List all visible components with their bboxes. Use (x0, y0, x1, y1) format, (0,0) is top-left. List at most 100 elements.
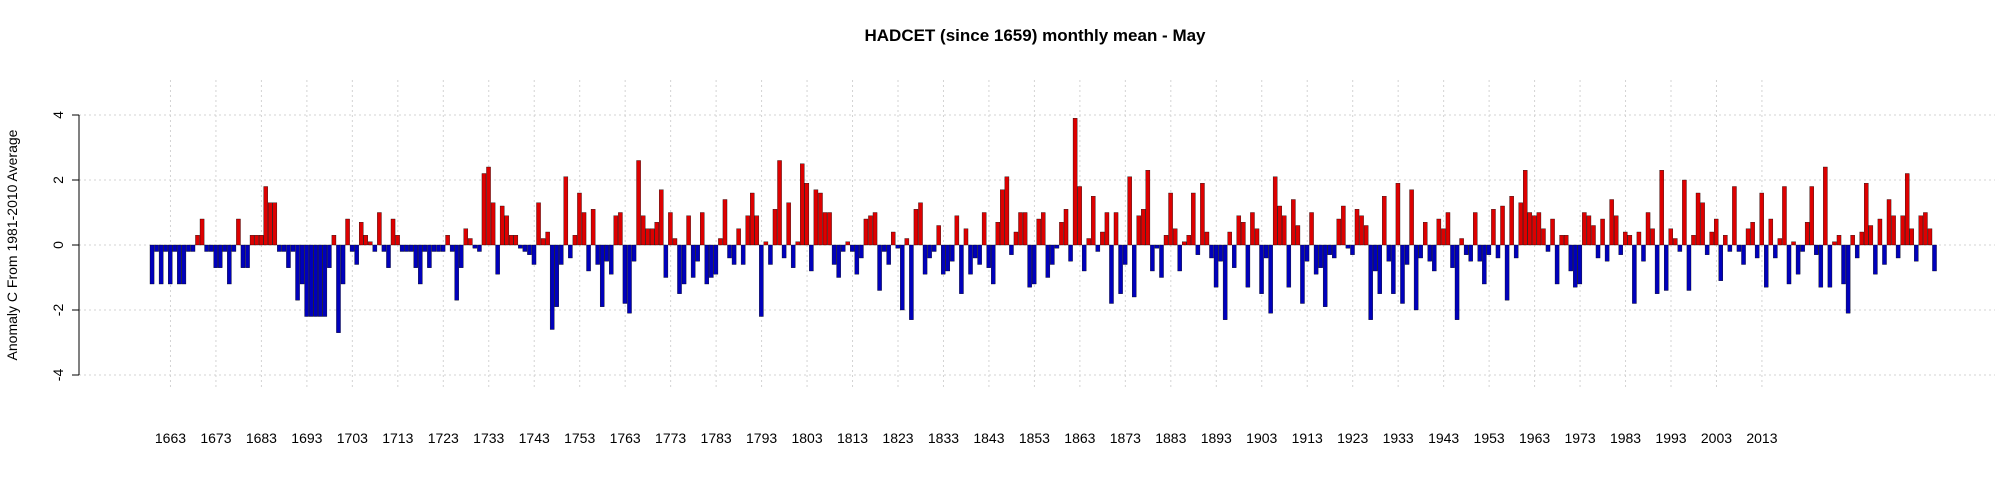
x-tick-label: 1993 (1655, 430, 1686, 446)
bar-1988 (1645, 212, 1651, 246)
bar-2009 (1741, 244, 1746, 265)
bar-1712 (390, 218, 396, 246)
x-tick-label: 1883 (1155, 430, 1186, 446)
bar-1714 (399, 244, 405, 252)
x-tick-label: 2013 (1746, 430, 1777, 446)
bar-1772 (663, 244, 669, 278)
bar-2019 (1786, 244, 1792, 285)
bar-1926 (1363, 225, 1369, 246)
x-tick-label: 1743 (519, 430, 550, 446)
bar-1883 (1168, 192, 1173, 246)
bar-1809 (831, 244, 837, 265)
bar-1732 (481, 173, 487, 246)
bar-1855 (1041, 212, 1046, 246)
bar-1903 (1259, 244, 1264, 294)
bar-1671 (204, 244, 209, 252)
bar-2027 (1823, 166, 1828, 246)
bar-1814 (854, 244, 860, 275)
bar-1871 (1113, 212, 1119, 246)
bar-1961 (1523, 170, 1528, 246)
bar-1666 (181, 244, 187, 285)
bar-1660 (154, 244, 159, 252)
bar-1803 (804, 183, 810, 246)
x-tick-label: 1973 (1564, 430, 1595, 446)
bar-2034 (1854, 244, 1860, 259)
bar-1942 (1436, 218, 1442, 246)
bar-1843 (986, 244, 991, 268)
x-tick-label: 1813 (837, 430, 868, 446)
bar-1994 (1673, 238, 1678, 246)
bar-1812 (845, 241, 850, 246)
bar-1924 (1354, 209, 1360, 246)
bar-1801 (795, 241, 800, 246)
bar-1709 (377, 212, 382, 246)
bar-1978 (1600, 218, 1605, 246)
bar-1960 (1518, 202, 1523, 246)
bar-1946 (1454, 244, 1460, 320)
bar-1769 (650, 228, 655, 246)
bar-1976 (1591, 225, 1596, 246)
bar-1936 (1409, 189, 1414, 246)
bar-2032 (1845, 244, 1851, 314)
bar-1884 (1172, 228, 1178, 246)
bar-1723 (440, 244, 446, 252)
bar-1983 (1623, 231, 1628, 246)
x-axis: 1663 1673 1683 1693 1703 1713 1723 1733 1743 1753… (155, 430, 1778, 446)
bar-1702 (345, 218, 350, 246)
bar-1930 (1382, 196, 1387, 246)
bar-1705 (358, 222, 364, 246)
bar-1731 (477, 244, 482, 252)
bar-1888 (1191, 192, 1196, 246)
bar-2039 (1877, 218, 1883, 246)
bar-1873 (1122, 244, 1128, 265)
bar-1874 (1127, 176, 1132, 246)
bar-1767 (640, 215, 646, 246)
bar-1779 (695, 244, 700, 262)
x-tick-label: 1673 (200, 430, 231, 446)
bar-1919 (1332, 244, 1337, 259)
bar-1880 (1154, 244, 1160, 249)
bar-1842 (981, 212, 987, 246)
y-tick-label: 2 (50, 176, 66, 184)
bar-1987 (1641, 244, 1646, 262)
bar-1965 (1541, 228, 1546, 246)
bar-1954 (1491, 209, 1496, 246)
bar-1676 (227, 244, 232, 285)
bar-1889 (1195, 244, 1201, 255)
bar-1780 (700, 212, 705, 246)
bar-1909 (1286, 244, 1292, 288)
bar-1856 (1045, 244, 1051, 278)
bar-1683 (258, 235, 264, 246)
bar-1820 (881, 244, 887, 252)
bar-1968 (1554, 244, 1560, 285)
bar-2033 (1850, 235, 1855, 246)
bar-1963 (1532, 215, 1537, 246)
bar-2016 (1773, 244, 1778, 259)
bar-1950 (1473, 212, 1478, 246)
bar-1831 (931, 244, 937, 252)
bar-1850 (1018, 212, 1023, 246)
bar-1823 (895, 244, 900, 249)
bar-1914 (1309, 212, 1314, 246)
bar-1902 (1254, 228, 1260, 246)
bar-1922 (1345, 244, 1351, 249)
bar-2023 (1804, 222, 1810, 246)
bar-1710 (381, 244, 387, 252)
bar-2010 (1745, 228, 1751, 246)
grid-lines (79, 80, 1995, 390)
bar-1852 (1027, 244, 1032, 288)
bar-2003 (1714, 218, 1719, 246)
bar-1818 (872, 212, 878, 246)
bar-2041 (1886, 199, 1892, 246)
bar-1859 (1059, 222, 1064, 246)
bar-1685 (268, 202, 273, 246)
bar-1761 (613, 215, 619, 246)
bar-1707 (368, 241, 373, 246)
bar-1678 (236, 218, 241, 246)
bar-1907 (1277, 205, 1282, 246)
bar-1802 (800, 163, 805, 246)
bar-2036 (1864, 183, 1869, 246)
bar-1860 (1063, 209, 1069, 246)
bar-1798 (781, 244, 787, 259)
